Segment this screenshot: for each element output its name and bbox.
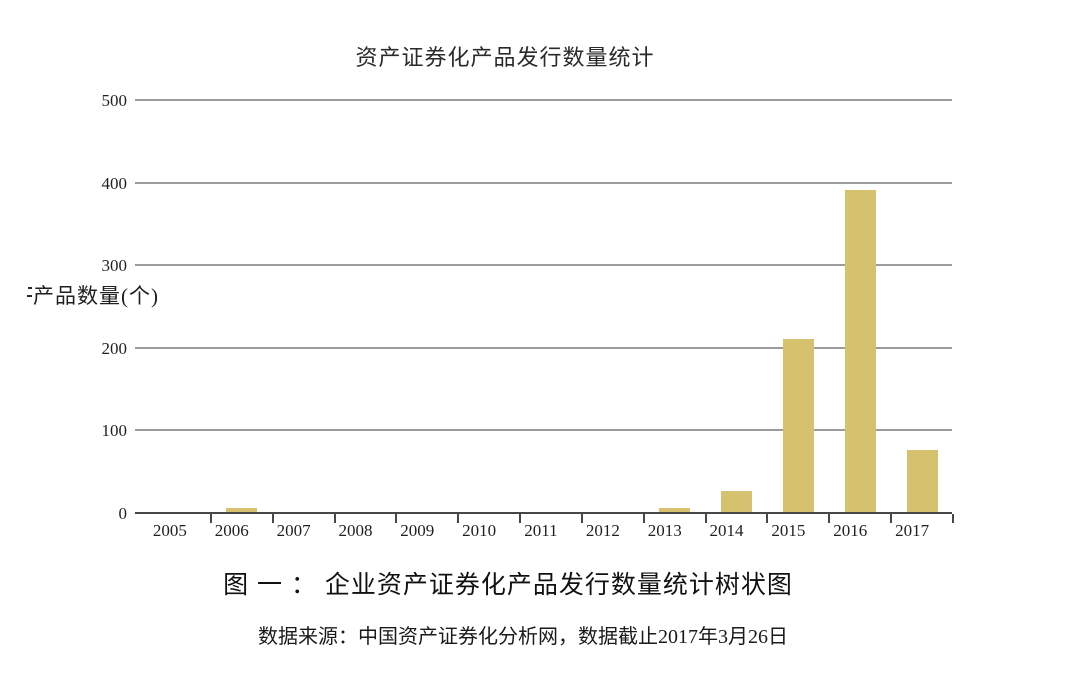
clipped-character-fragment <box>27 295 32 297</box>
x-tick-label-2015: 2015 <box>771 521 806 540</box>
x-tick-label-2008: 2008 <box>338 521 373 540</box>
y-tick-label-200: 200 <box>101 338 128 358</box>
y-tick-label-400: 400 <box>101 173 128 193</box>
y-tick-label-300: 300 <box>101 256 128 276</box>
x-axis-tick <box>519 514 522 523</box>
x-axis-tick <box>457 514 460 523</box>
x-tick-label-2017: 2017 <box>895 521 930 540</box>
x-axis-tick <box>395 514 398 523</box>
clipped-character-fragment <box>28 287 32 289</box>
plot-gridlines <box>135 99 952 514</box>
x-tick-label-2016: 2016 <box>833 521 868 540</box>
bar-2013 <box>659 507 691 512</box>
x-axis-tick <box>890 514 893 523</box>
x-tick-label-2005: 2005 <box>152 521 187 540</box>
x-axis-tick <box>766 514 769 523</box>
y-tick-label-100: 100 <box>101 421 128 441</box>
y-axis-title: 产品数量(个) <box>33 284 159 308</box>
x-axis-tick <box>580 514 583 523</box>
plot-area <box>149 100 954 523</box>
x-tick-label-2012: 2012 <box>585 521 620 540</box>
x-axis-tick <box>642 514 645 523</box>
x-tick-label-2013: 2013 <box>647 521 682 540</box>
x-axis-tick <box>333 514 336 523</box>
figure-caption: 图 一 ： 企业资产证券化产品发行数量统计树状图 <box>223 571 793 599</box>
x-axis-tick <box>209 514 212 523</box>
x-axis-line <box>135 512 952 514</box>
x-tick-label-2009: 2009 <box>400 521 435 540</box>
gridline-300 <box>135 264 952 267</box>
x-tick-label-2006: 2006 <box>214 521 249 540</box>
x-axis-tick <box>271 514 274 523</box>
x-axis-tick <box>828 514 831 523</box>
x-tick-label-2011: 2011 <box>524 521 558 540</box>
gridline-400 <box>135 181 952 184</box>
bar-2015 <box>782 338 814 512</box>
x-tick-label-2014: 2014 <box>709 521 744 540</box>
gridline-500 <box>135 99 952 101</box>
x-tick-label-2007: 2007 <box>276 521 311 540</box>
y-tick-label-500: 500 <box>101 91 128 110</box>
x-tick-label-2010: 2010 <box>462 521 497 540</box>
chart-title: 资产证券化产品发行数量统计 <box>355 45 655 70</box>
bar-2006 <box>226 507 258 512</box>
y-tick-label-0: 0 <box>118 504 128 523</box>
x-axis-tick <box>952 514 954 523</box>
gridline-100 <box>135 429 952 432</box>
gridline-200 <box>135 346 952 349</box>
bar-2017 <box>906 450 938 512</box>
bar-2014 <box>721 491 753 512</box>
bar-2016 <box>844 189 876 512</box>
x-axis-tick <box>704 514 707 523</box>
data-source-note: 数据来源：中国资产证券化分析网，数据截止2017年3月26日 <box>258 626 788 648</box>
